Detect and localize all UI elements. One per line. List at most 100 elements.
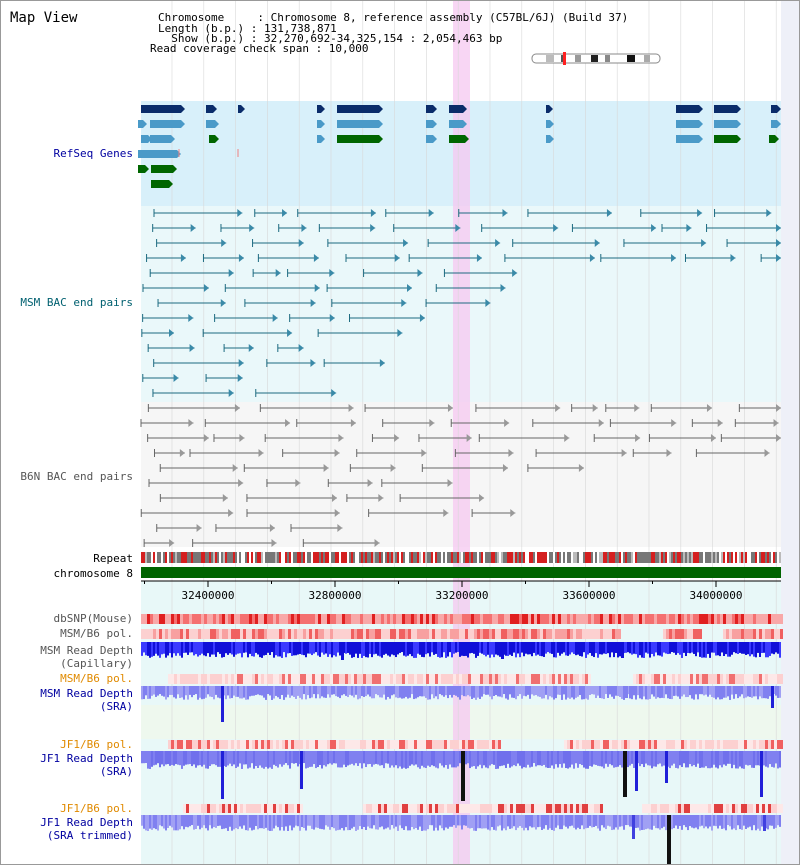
repeat-mark [539,552,541,563]
bac-pair-end [282,209,288,217]
track-label-repeat[interactable]: Repeat [93,552,133,565]
polymorphism-mark [711,674,714,684]
read-depth-bar [491,751,493,765]
repeat-mark [543,552,545,563]
polymorphism-mark [711,740,714,749]
read-depth-bar [431,751,433,766]
polymorphism-mark [441,674,444,684]
track-label-jf1-pol-1[interactable]: JF1/B6 pol. [60,738,133,751]
track-label-b6n-bac[interactable]: B6N BAC end pairs [20,470,133,483]
track-label-jf1-depth-trim[interactable]: JF1 Read Depth [40,816,133,829]
read-depth-bar [423,815,425,831]
polymorphism-mark [753,740,756,749]
read-depth-bar [757,815,759,829]
read-depth-bar [417,815,419,830]
read-depth-bar [577,642,579,655]
read-depth-bar [327,686,329,695]
track-label-msm-pol-2[interactable]: MSM/B6 pol. [60,672,133,685]
read-depth-bar [577,686,579,697]
polymorphism-mark [501,804,504,813]
polymorphism-mark [429,614,432,624]
repeat-mark [721,552,723,563]
track-label-jf1-pol-2[interactable]: JF1/B6 pol. [60,802,133,815]
read-depth-bar [599,815,601,831]
read-depth-bar [653,751,655,767]
repeat-mark [237,552,239,563]
read-depth-bar [461,815,463,830]
read-depth-bar [507,686,509,700]
bac-pair-end [173,374,179,382]
polymorphism-mark [255,674,258,684]
read-depth-bar [777,751,779,769]
read-depth-bar [535,642,537,656]
polymorphism-mark [192,740,195,749]
repeat-mark [405,552,407,563]
polymorphism-mark [312,629,315,639]
repeat-mark [533,552,535,563]
read-depth-bar [727,642,729,657]
polymorphism-mark [651,740,654,749]
polymorphism-mark [201,614,204,624]
read-depth-bar [541,642,543,657]
read-depth-bar [459,815,461,826]
read-depth-bar [743,815,745,826]
bac-pair-end [323,464,329,472]
read-depth-bar [549,642,551,654]
polymorphism-mark [576,674,579,684]
read-depth-bar [217,751,219,767]
read-depth-bar [441,751,443,766]
read-depth-bar [495,815,497,831]
track-label-msm-bac[interactable]: MSM BAC end pairs [20,296,133,309]
repeat-mark [753,552,755,563]
track-label-refseq[interactable]: RefSeq Genes [53,147,133,160]
polymorphism-mark [399,614,402,624]
polymorphism-mark [216,804,219,813]
read-depth-bar [177,815,179,831]
polymorphism-mark [291,674,294,684]
repeat-mark [371,552,373,563]
read-depth-bar [583,686,585,700]
read-depth-bar [273,686,275,699]
polymorphism-mark [771,614,774,624]
polymorphism-mark [246,629,249,639]
polymorphism-mark [603,614,606,624]
polymorphism-mark [726,740,729,749]
track-label-jf1-depth-sra[interactable]: JF1 Read Depth [40,752,133,765]
polymorphism-mark [252,740,255,749]
read-depth-bar [469,751,471,769]
polymorphism-mark [549,804,552,813]
polymorphism-mark [411,804,414,813]
polymorphism-mark [270,804,273,813]
repeat-mark [197,552,199,563]
read-depth-bar [565,815,567,827]
polymorphism-mark [267,614,270,624]
read-depth-bar [403,751,405,768]
repeat-mark [429,552,431,563]
polymorphism-mark [426,740,429,749]
read-depth-bar [181,642,183,658]
polymorphism-mark [744,740,747,749]
read-depth-bar [425,686,427,698]
repeat-mark [285,552,287,563]
track-label-dbsnp[interactable]: dbSNP(Mouse) [53,612,133,625]
read-depth-bar [715,751,717,768]
read-depth-bar [711,686,713,698]
read-depth-bar [573,642,575,654]
refseq-gene-arrow [465,135,469,143]
read-depth-bar [377,642,379,656]
repeat-mark [557,552,559,563]
refseq-gene [138,120,143,128]
track-label-msm-depth-sra[interactable]: MSM Read Depth [40,687,133,700]
read-depth-bar [329,815,331,830]
track-label-msm-depth-cap[interactable]: MSM Read Depth [40,644,133,657]
ideogram-band [605,55,610,62]
read-depth-bar [533,751,535,764]
polymorphism-mark [765,674,768,684]
read-depth-bar [559,815,561,830]
polymorphism-mark [681,804,684,813]
polymorphism-mark [774,804,777,813]
read-depth-bar [689,815,691,827]
repeat-mark [261,552,263,563]
track-label-msm-pol-1[interactable]: MSM/B6 pol. [60,627,133,640]
